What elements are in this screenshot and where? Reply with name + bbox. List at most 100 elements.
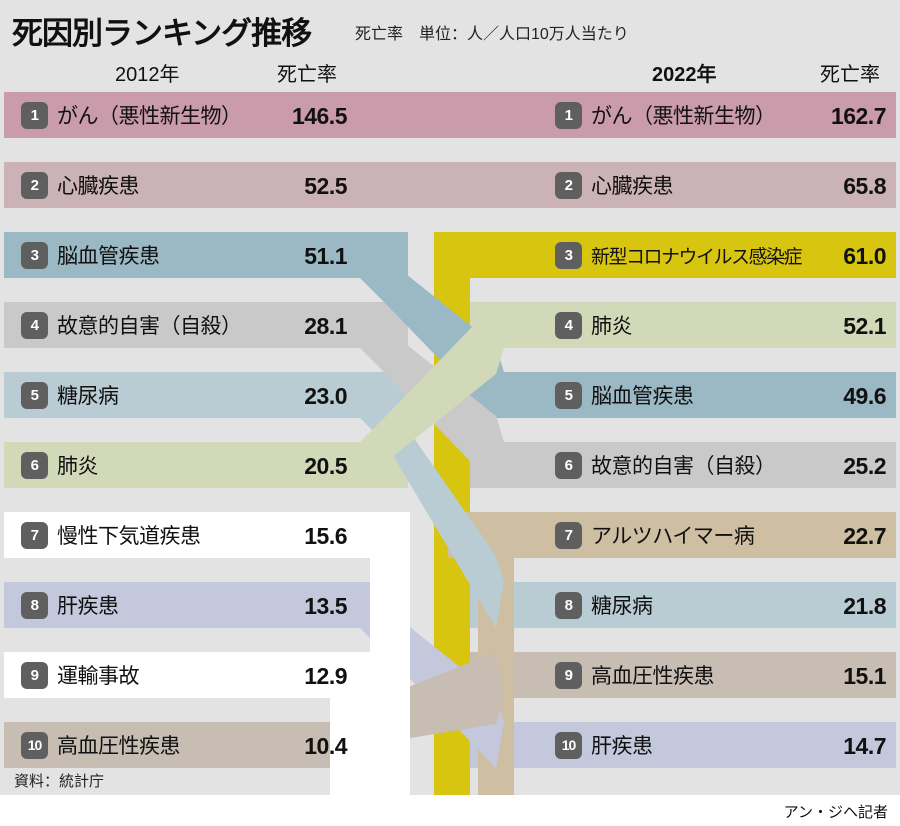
rank-row: 9 高血圧性疾患 (548, 652, 715, 698)
cause-label: がん（悪性新生物） (591, 105, 776, 128)
rank-badge: 3 (21, 241, 48, 269)
death-rate-value: 10.4 (304, 733, 347, 759)
rank-badge: 10 (21, 731, 48, 759)
cause-label: アルツハイマー病 (591, 525, 755, 548)
cause-label: 脳血管疾患 (57, 245, 160, 268)
rank-row: 3 脳血管疾患 (14, 232, 160, 278)
column-header-left-rate: 死亡率 (277, 64, 337, 86)
rank-badge: 4 (555, 311, 582, 339)
left-band-cerebro (4, 232, 408, 278)
cause-label: 心臓疾患 (591, 175, 674, 198)
death-rate-value: 49.6 (843, 383, 886, 409)
rank-row: 4 肺炎 (548, 302, 633, 348)
death-rate-value: 22.7 (843, 523, 886, 549)
credit-note: アン・ジヘ記者 (783, 804, 888, 821)
footer-band (0, 795, 900, 826)
death-rate-value: 20.5 (304, 453, 347, 479)
death-rate-value: 28.1 (304, 313, 347, 339)
rank-row: 1 がん（悪性新生物） (548, 92, 776, 138)
rank-row: 5 糖尿病 (14, 372, 119, 418)
cause-label: 高血圧性疾患 (57, 735, 181, 758)
rank-row: 10 肝疾患 (548, 722, 653, 768)
rank-row: 9 運輸事故 (14, 652, 140, 698)
rank-badge: 5 (21, 381, 48, 409)
death-rate-value: 146.5 (291, 103, 348, 129)
link-cancer (406, 92, 450, 138)
rank-row: 1 がん（悪性新生物） (14, 92, 242, 138)
rank-row: 6 故意的自害（自殺） (548, 442, 776, 488)
cause-label: 運輸事故 (57, 665, 140, 688)
rank-badge: 1 (555, 101, 582, 129)
rank-badge: 5 (555, 381, 582, 409)
death-rate-value: 13.5 (304, 593, 347, 619)
death-rate-value: 21.8 (843, 593, 886, 619)
link-heart (406, 162, 450, 208)
cause-label: 故意的自害（自殺） (591, 455, 776, 478)
rank-badge: 1 (21, 101, 48, 129)
rank-badge: 2 (555, 171, 582, 199)
cause-label: 新型コロナウイルス感染症 (591, 246, 803, 268)
death-rate-value: 14.7 (843, 733, 886, 759)
cause-label: 慢性下気道疾患 (57, 525, 201, 548)
rank-row: 7 アルツハイマー病 (548, 512, 755, 558)
newentry-elbow-covid (448, 232, 470, 278)
death-rate-value: 15.1 (843, 663, 886, 689)
column-header-right-rate: 死亡率 (820, 64, 880, 86)
source-note: 資料：統計庁 (14, 773, 105, 790)
rank-row: 2 心臓疾患 (548, 162, 674, 208)
rank-badge: 8 (555, 591, 582, 619)
left-band-diabetes (4, 372, 408, 418)
rank-badge: 3 (555, 241, 582, 269)
cause-label: 肺炎 (591, 315, 633, 338)
cause-label: がん（悪性新生物） (57, 105, 242, 128)
rank-row: 4 故意的自害（自殺） (14, 302, 242, 348)
rank-badge: 10 (555, 731, 582, 759)
death-rate-value: 23.0 (304, 383, 347, 409)
rank-badge: 4 (21, 311, 48, 339)
cause-label: 糖尿病 (57, 385, 119, 408)
rank-badge: 2 (21, 171, 48, 199)
cause-label: 故意的自害（自殺） (57, 315, 242, 338)
rank-row: 7 慢性下気道疾患 (14, 512, 201, 558)
rank-badge: 9 (555, 661, 582, 689)
cause-label: 高血圧性疾患 (591, 665, 715, 688)
chart-header: 死因別ランキング推移 死亡率 単位：人／人口10万人当たり 2012年 死亡率 … (0, 0, 900, 88)
left-band-cancer (4, 92, 408, 138)
left-band-suicide (4, 302, 408, 348)
dropout-copd (348, 512, 410, 795)
death-rate-value: 61.0 (843, 243, 886, 269)
rank-badge: 6 (555, 451, 582, 479)
dropout-transport (330, 652, 370, 795)
death-rate-value: 15.6 (304, 523, 347, 549)
rank-row: 5 脳血管疾患 (548, 372, 694, 418)
column-header-right-year: 2022年 (652, 64, 717, 86)
death-rate-value: 52.5 (304, 173, 347, 199)
cause-label: 肝疾患 (591, 735, 653, 758)
cause-label: 肝疾患 (57, 595, 119, 618)
death-rate-value: 162.7 (830, 103, 887, 129)
death-rate-value: 12.9 (304, 663, 347, 689)
death-rate-value: 65.8 (843, 173, 886, 199)
cause-label: 肺炎 (57, 455, 99, 478)
rank-row: 8 糖尿病 (548, 582, 653, 628)
left-band-hypertension (4, 722, 408, 768)
column-header-left-year: 2012年 (115, 64, 180, 86)
left-band-pneumonia (4, 442, 408, 488)
left-band-copd (4, 512, 408, 558)
rank-badge: 8 (21, 591, 48, 619)
rank-badge: 7 (555, 521, 582, 549)
left-band-heart (4, 162, 408, 208)
death-rate-value: 51.1 (304, 243, 347, 269)
page-title: 死因別ランキング推移 (12, 16, 312, 51)
link-pneumonia (360, 302, 504, 488)
rank-row: 2 心臓疾患 (14, 162, 140, 208)
death-rate-value: 52.1 (843, 313, 886, 339)
left-band-liver (4, 582, 408, 628)
rank-badge: 7 (21, 521, 48, 549)
rank-row: 6 肺炎 (14, 442, 99, 488)
cause-label: 心臓疾患 (57, 175, 140, 198)
cause-label: 脳血管疾患 (591, 385, 694, 408)
cause-label: 糖尿病 (591, 595, 653, 618)
chart-subtitle: 死亡率 単位：人／人口10万人当たり (355, 26, 629, 43)
